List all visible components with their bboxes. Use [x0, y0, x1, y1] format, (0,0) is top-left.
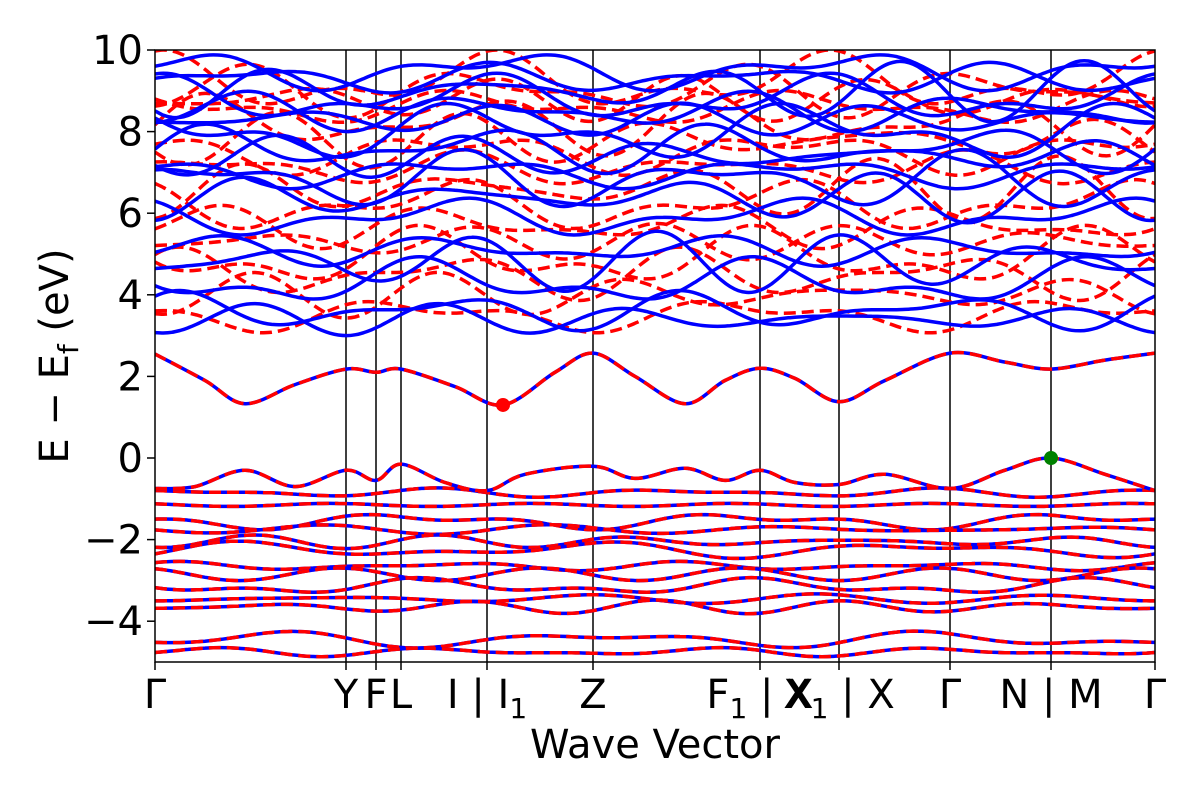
- conduction-band-spin-up: [155, 101, 1155, 159]
- conduction-band-spin-up: [155, 162, 1155, 191]
- y-tick-label: −2: [84, 518, 143, 564]
- valence-band-spin-down: [155, 629, 1155, 650]
- x-tick-label: F: [364, 672, 387, 718]
- x-tick-label: Γ: [939, 672, 962, 718]
- y-tick-label: −4: [84, 599, 143, 645]
- x-tick-label: Γ: [1144, 672, 1167, 718]
- conduction-band-spin-up: [155, 234, 1155, 268]
- x-tick-label: Γ: [144, 672, 167, 718]
- x-tick-label: Y: [333, 672, 359, 718]
- valence-band-spin-down: [155, 486, 1155, 499]
- valence-band-spin-down: [155, 645, 1155, 659]
- y-tick-label: 4: [118, 273, 143, 319]
- y-tick-label: 8: [118, 110, 143, 156]
- band-edge-marker: [496, 397, 510, 412]
- valence-band-spin-down: [155, 592, 1155, 606]
- valence-band-spin-down: [155, 539, 1155, 561]
- y-axis-ticks: −4 −2 0 2 4 6 8 10: [84, 28, 155, 645]
- x-tick-label: L: [390, 672, 413, 718]
- x-tick-label: F1 | X: [706, 672, 813, 725]
- valence-band-spin-down: [155, 512, 1155, 532]
- conduction-band-spin-up: [155, 254, 1155, 301]
- band-edge-markers: [496, 397, 1058, 465]
- valence-band-spin-down: [155, 533, 1155, 551]
- valence-band-spin-down: [155, 598, 1155, 616]
- y-tick-label: 10: [92, 28, 143, 74]
- y-tick-label: 2: [118, 354, 143, 400]
- conduction-band-spin-up: [155, 53, 1155, 93]
- band-edge-marker: [1044, 451, 1058, 465]
- conduction-band-spin-up: [155, 60, 1155, 95]
- conduction-band-spin-down: [155, 221, 1155, 262]
- conduction-band-bottom-spin-up: [155, 350, 1155, 407]
- y-axis-label: E − Ef (eV): [32, 248, 85, 463]
- valence-band-spin-down: [155, 501, 1155, 509]
- x-tick-label: Z: [579, 672, 606, 718]
- valence-band-spin-down: [155, 522, 1155, 537]
- x-axis-label: Wave Vector: [530, 722, 781, 768]
- valence-band-spin-up: [155, 629, 1155, 650]
- x-tick-label: N | M: [999, 672, 1102, 718]
- conduction-band-spin-up: [155, 301, 1155, 338]
- x-tick-label: X1 | X: [783, 672, 895, 725]
- valence-band-spin-up: [155, 598, 1155, 616]
- conduction-band-spin-down: [155, 270, 1155, 320]
- conduction-band-spin-down: [155, 177, 1155, 231]
- band-lines: [155, 50, 1155, 659]
- conduction-band-spin-up: [155, 147, 1155, 209]
- conduction-band-spin-down: [155, 203, 1155, 251]
- conduction-band-spin-up: [155, 229, 1155, 295]
- conduction-band-spin-down: [155, 223, 1155, 281]
- conduction-band-bottom-spin-down: [155, 350, 1155, 407]
- x-tick-label: I | I1: [447, 672, 527, 725]
- valence-band-spin-down: [155, 566, 1155, 583]
- conduction-band-spin-up: [155, 288, 1155, 333]
- plot-frame: [154, 49, 1156, 663]
- conduction-band-spin-up: [155, 169, 1155, 225]
- conduction-band-spin-down: [155, 154, 1155, 224]
- conduction-band-spin-up: [155, 101, 1155, 137]
- valence-band-top-spin-down: [155, 456, 1155, 493]
- high-symmetry-lines: [345, 50, 1052, 662]
- conduction-band-spin-down: [155, 299, 1155, 335]
- conduction-band-spin-up: [155, 71, 1155, 118]
- y-tick-label: 0: [118, 436, 143, 482]
- conduction-band-spin-down: [155, 91, 1155, 158]
- conduction-band-spin-up: [155, 122, 1155, 176]
- y-tick-label: 6: [118, 191, 143, 237]
- conduction-band-spin-down: [155, 148, 1155, 186]
- valence-band-spin-down: [155, 575, 1155, 594]
